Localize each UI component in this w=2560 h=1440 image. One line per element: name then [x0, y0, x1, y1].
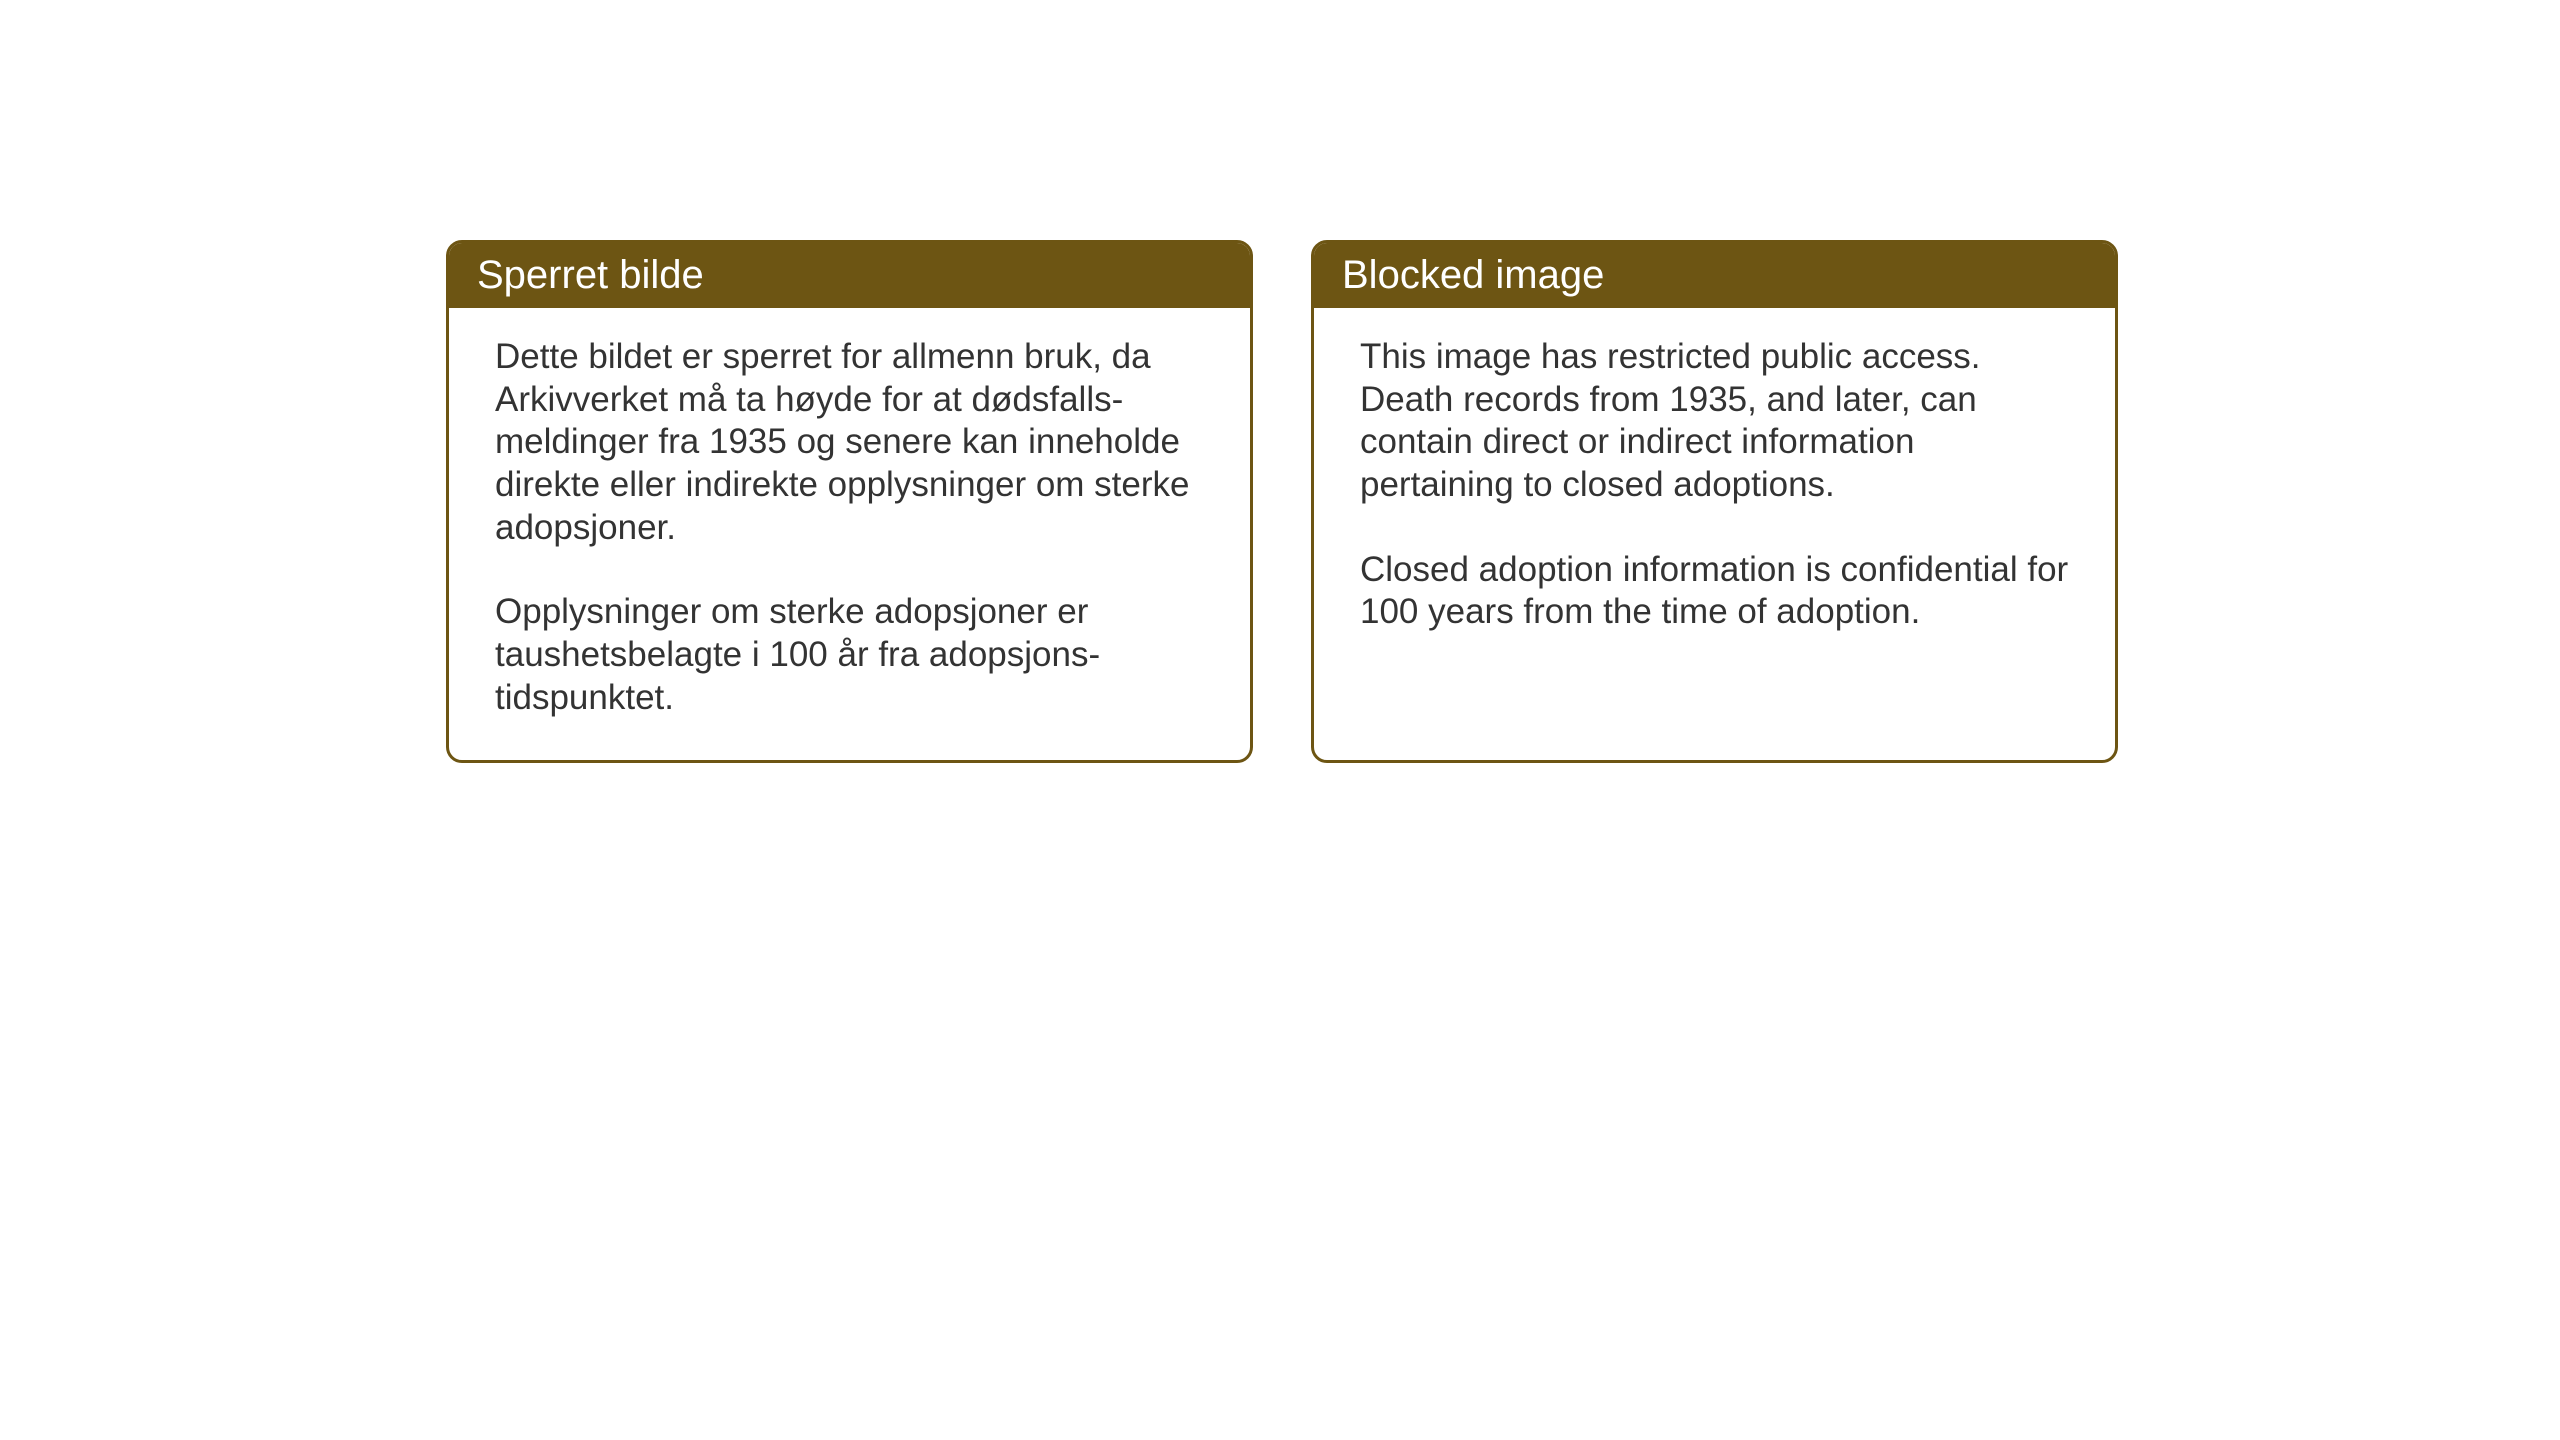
card-paragraph: Opplysninger om sterke adopsjoner er tau…: [495, 591, 1204, 719]
notice-cards-container: Sperret bilde Dette bildet er sperret fo…: [446, 240, 2118, 763]
card-paragraph: Dette bildet er sperret for allmenn bruk…: [495, 336, 1204, 549]
card-body-norwegian: Dette bildet er sperret for allmenn bruk…: [449, 308, 1250, 760]
card-title: Blocked image: [1342, 253, 1604, 297]
card-header-norwegian: Sperret bilde: [449, 243, 1250, 308]
card-paragraph: Closed adoption information is confident…: [1360, 549, 2069, 634]
card-title: Sperret bilde: [477, 253, 704, 297]
card-header-english: Blocked image: [1314, 243, 2115, 308]
card-paragraph: This image has restricted public access.…: [1360, 336, 2069, 507]
card-body-english: This image has restricted public access.…: [1314, 308, 2115, 674]
notice-card-english: Blocked image This image has restricted …: [1311, 240, 2118, 763]
notice-card-norwegian: Sperret bilde Dette bildet er sperret fo…: [446, 240, 1253, 763]
